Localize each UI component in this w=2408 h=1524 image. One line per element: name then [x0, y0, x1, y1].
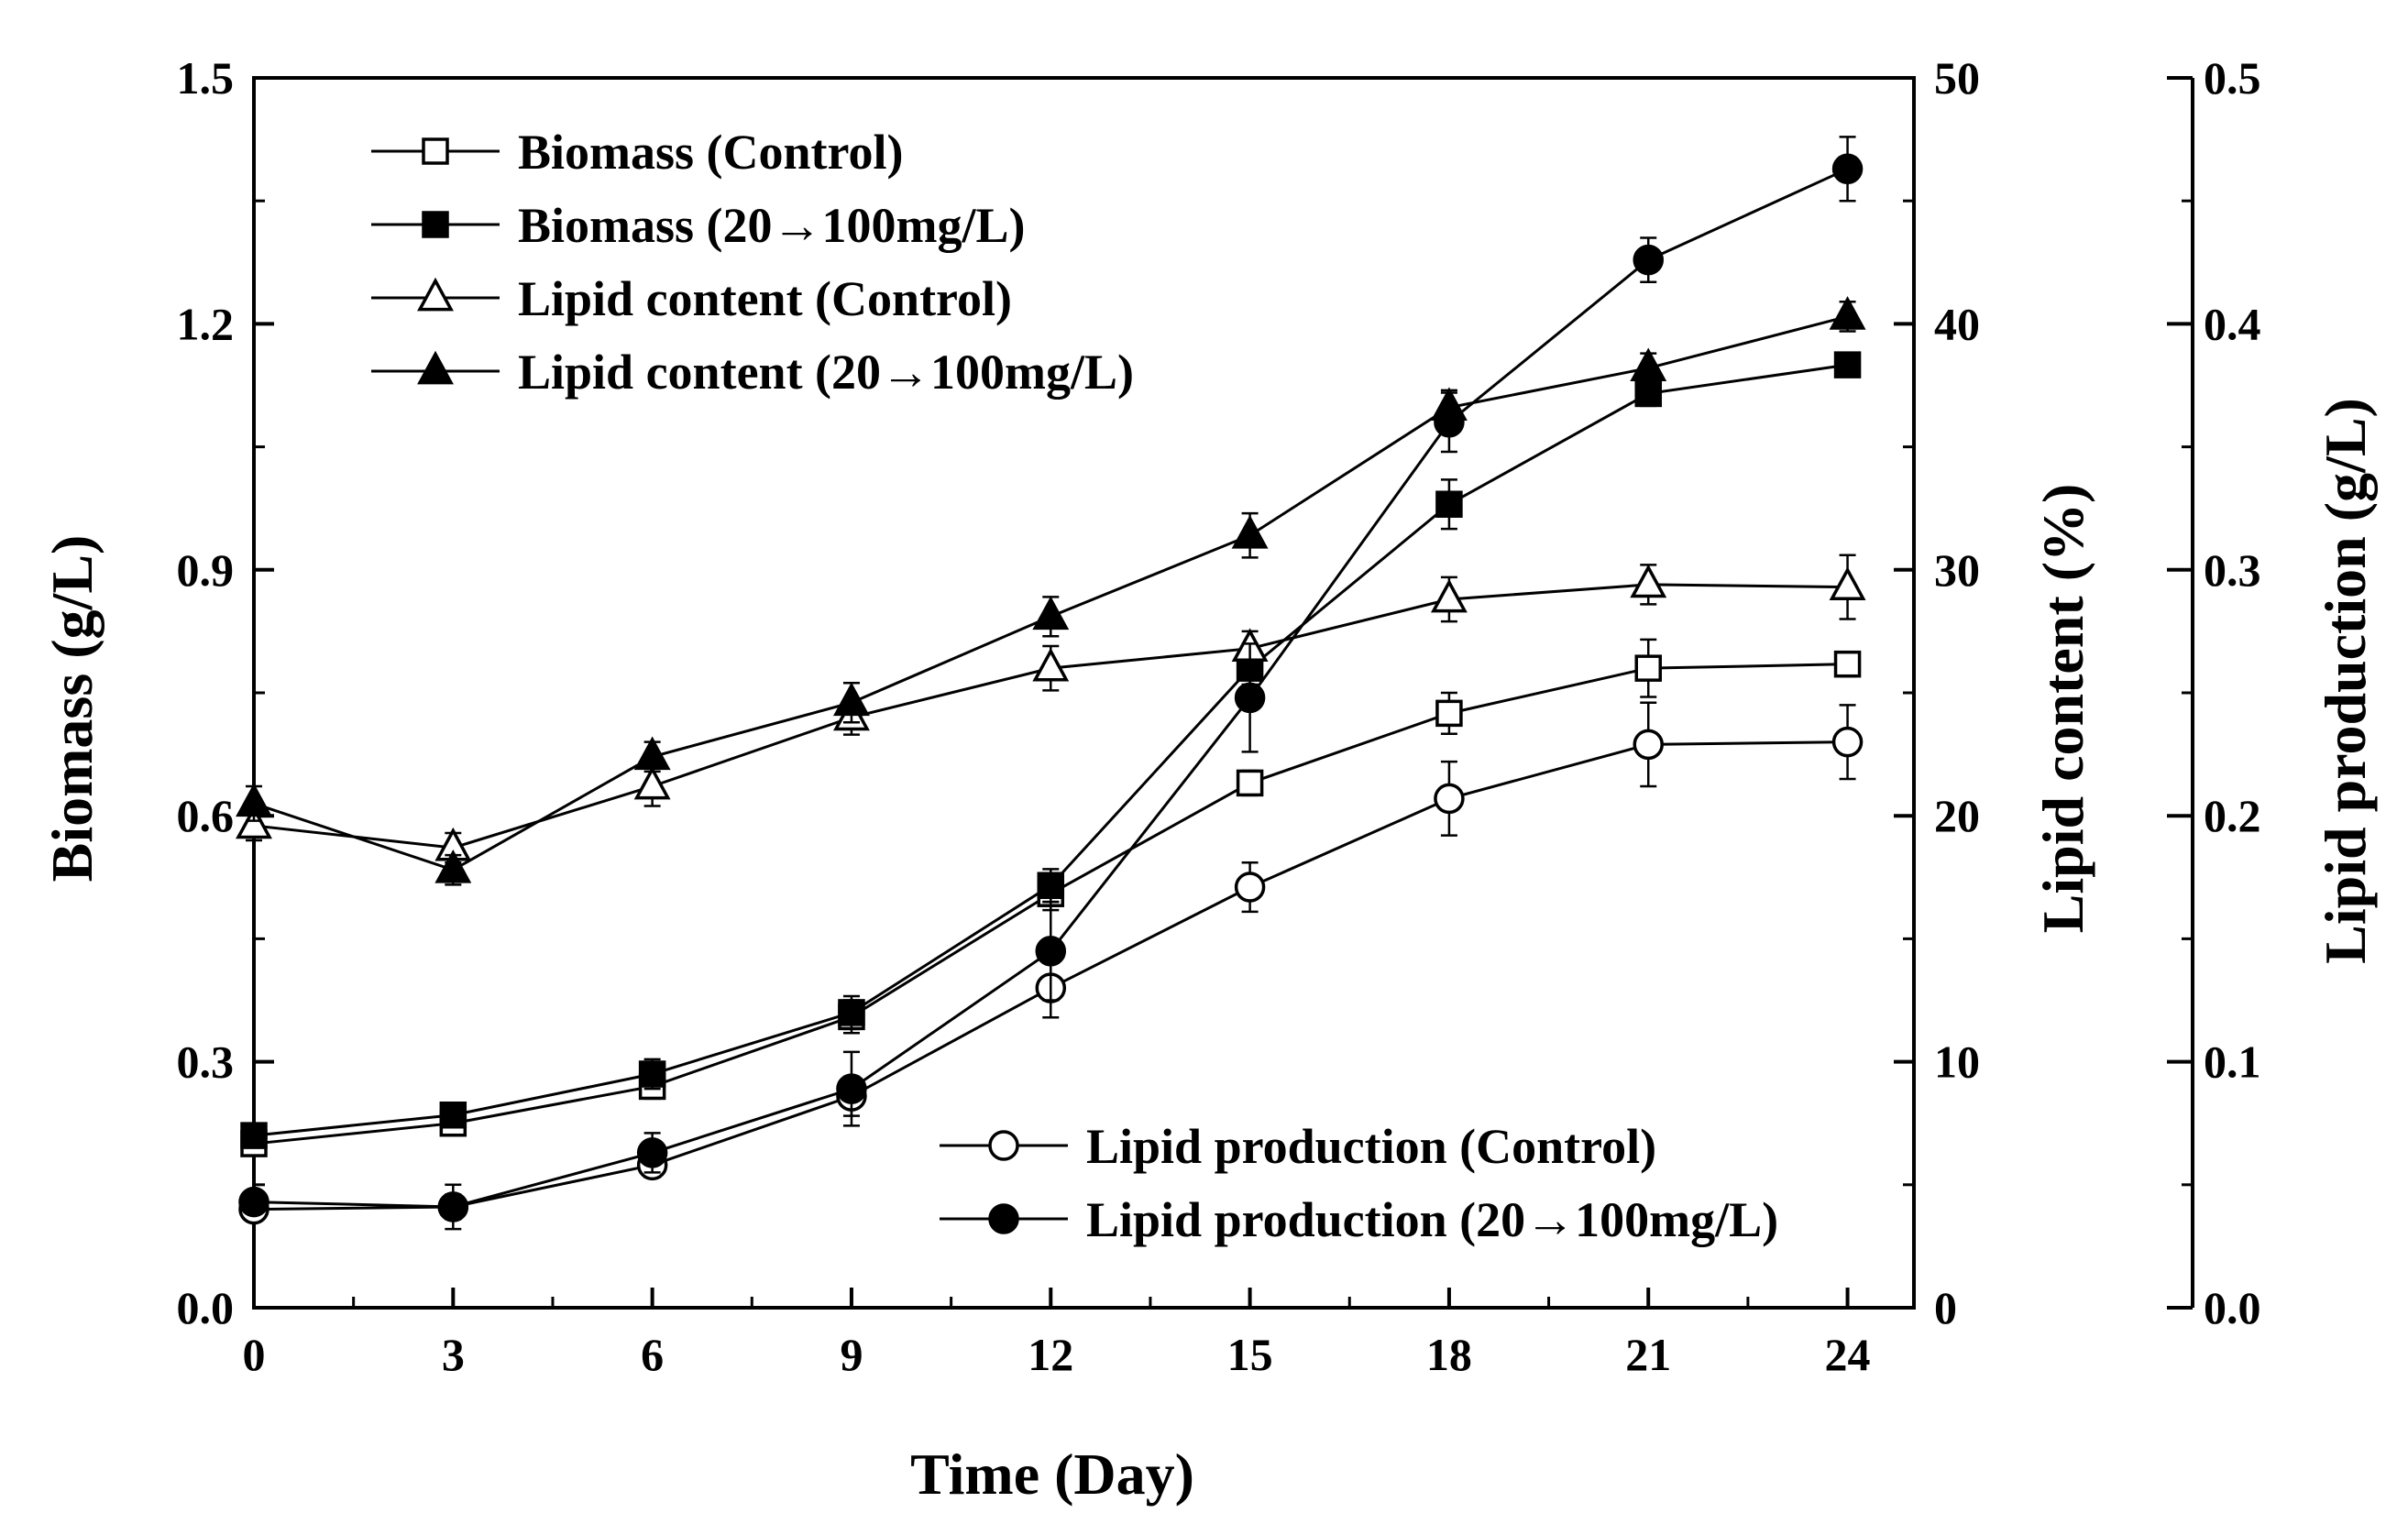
data-point [1236, 769, 1264, 797]
left-y-tick-label: 0.6 [177, 790, 235, 841]
legend-label: Biomass (Control) [518, 125, 904, 180]
data-point [1435, 699, 1463, 728]
data-point [1231, 514, 1269, 549]
data-point [633, 736, 671, 771]
right2-y-tick-label: 0.1 [2204, 1036, 2261, 1088]
left-y-tick-label: 0.3 [177, 1036, 235, 1088]
data-point [1831, 153, 1864, 185]
data-point [1037, 872, 1065, 899]
data-point [1829, 566, 1866, 600]
legend-marker [422, 211, 449, 238]
data-point [838, 999, 865, 1026]
left-y-tick-label: 1.2 [177, 298, 235, 349]
legend-label: Biomass (20→100mg/L) [518, 198, 1026, 253]
right2-axis-title: Lipid production (g/L) [2313, 398, 2378, 964]
data-point [1829, 296, 1866, 330]
data-point [437, 1191, 469, 1222]
legend-block-0: Biomass (Control) Biomass (20→100mg/L) Lip… [371, 125, 1134, 400]
data-point [236, 783, 272, 817]
right1-axis-title: Lipid content (%) [2030, 484, 2095, 934]
data-point [1434, 407, 1465, 438]
legend-label: Lipid production (20→100mg/L) [1086, 1192, 1778, 1247]
data-point [1634, 654, 1662, 682]
legend-label: Lipid production (Control) [1086, 1119, 1656, 1174]
data-point [836, 1073, 867, 1104]
x-tick-label: 15 [1227, 1329, 1273, 1380]
data-point [833, 682, 870, 717]
left-y-tick-label: 0.9 [177, 544, 235, 596]
series-layer [236, 136, 1866, 1231]
data-point [240, 1122, 268, 1149]
data-point [1430, 578, 1468, 613]
legend: Biomass (Control) Biomass (20→100mg/L) Lip… [371, 125, 1778, 1247]
x-tick-label: 24 [1825, 1329, 1871, 1380]
x-tick-label: 6 [641, 1329, 664, 1380]
x-tick-label: 9 [840, 1329, 863, 1380]
data-point [1833, 650, 1862, 678]
data-point [434, 849, 472, 883]
x-tick-label: 18 [1426, 1329, 1472, 1380]
data-point [1633, 244, 1664, 276]
data-point [238, 1186, 269, 1218]
data-point [1434, 783, 1465, 815]
right1-y-tick-label: 0 [1934, 1282, 1957, 1333]
series-line [253, 363, 1848, 1137]
right2-y-tick-label: 0.5 [2204, 52, 2261, 104]
legend-marker [417, 350, 454, 385]
data-point [1630, 347, 1667, 382]
left-y-tick-label: 0.0 [177, 1282, 235, 1333]
data-point [1435, 490, 1463, 518]
x-tick-label: 21 [1625, 1329, 1671, 1380]
right2-y-tick-label: 0.4 [2204, 298, 2261, 349]
right1-y-tick-label: 20 [1934, 790, 1980, 841]
left-y-tick-label: 1.5 [177, 52, 235, 104]
right2-y-tick-label: 0.0 [2204, 1282, 2261, 1333]
data-point [1634, 379, 1662, 408]
data-point [1833, 351, 1862, 378]
legend-marker [417, 277, 454, 312]
series-5 [238, 136, 1864, 1231]
legend-marker [988, 1130, 1019, 1161]
data-point [1234, 682, 1266, 714]
data-point [236, 805, 272, 839]
legend-block-1: Lipid production (Control) Lipid producti… [940, 1119, 1778, 1247]
x-tick-label: 12 [1028, 1329, 1073, 1380]
data-point [1032, 647, 1070, 682]
right1-y-tick-label: 50 [1934, 52, 1980, 104]
plot-border [252, 76, 1916, 1310]
right1-y-tick-label: 40 [1934, 298, 1980, 349]
right1-y-tick-label: 30 [1934, 544, 1980, 596]
data-point [638, 1060, 666, 1088]
data-point [1032, 596, 1070, 630]
series-1 [240, 351, 1862, 1149]
x-axis-title: Time (Day) [910, 1442, 1194, 1507]
data-point [1633, 729, 1664, 761]
axis-titles: Time (Day) Biomass (g/L) Lipid content (… [39, 398, 2378, 1507]
data-point [1831, 726, 1864, 758]
right1-y-tick-label: 10 [1934, 1036, 1980, 1088]
right2-y-tick-label: 0.3 [2204, 544, 2261, 596]
legend-marker [988, 1203, 1019, 1234]
data-point [636, 1137, 668, 1168]
x-tick-label: 3 [442, 1329, 465, 1380]
data-point [1035, 936, 1067, 967]
data-point [1234, 872, 1266, 903]
right2-y-tick-label: 0.2 [2204, 790, 2261, 841]
series-3 [236, 296, 1866, 886]
x-tick-label: 0 [243, 1329, 266, 1380]
data-point [633, 765, 671, 800]
legend-label: Lipid content (Control) [518, 271, 1012, 326]
left-axis-title: Biomass (g/L) [39, 535, 104, 883]
data-point [1630, 564, 1667, 598]
data-point [439, 1102, 467, 1129]
legend-label: Lipid content (20→100mg/L) [518, 345, 1134, 400]
axes: 0 3 6 9 12 15 18 21 24 0.0 0.3 0.6 0.9 1.2 1.5 0 10 20 30 4… [177, 52, 2261, 1380]
legend-marker [422, 137, 449, 165]
